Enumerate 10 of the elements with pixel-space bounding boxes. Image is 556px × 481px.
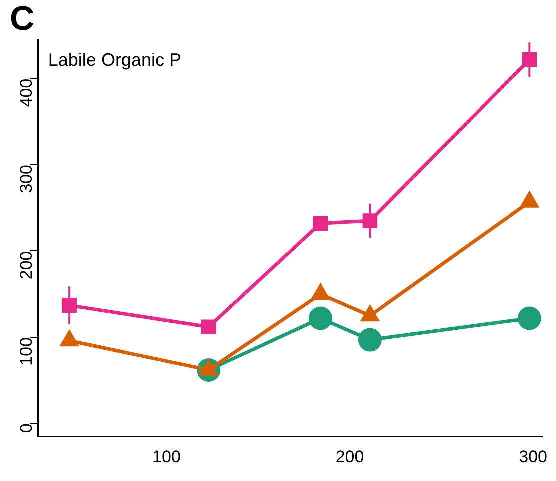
x-tick-label: 300 [519,447,548,466]
x-tick-label: 100 [152,447,181,466]
chart-title: C [10,0,35,39]
y-tick-label: 200 [17,251,36,280]
y-tick-label: 0 [17,424,36,434]
y-tick-label: 400 [17,78,36,108]
annotation: Labile Organic P [48,50,182,70]
y-tick-label: 100 [17,337,36,366]
x-tick-label: 200 [336,447,364,466]
y-tick-label: 300 [17,165,36,194]
